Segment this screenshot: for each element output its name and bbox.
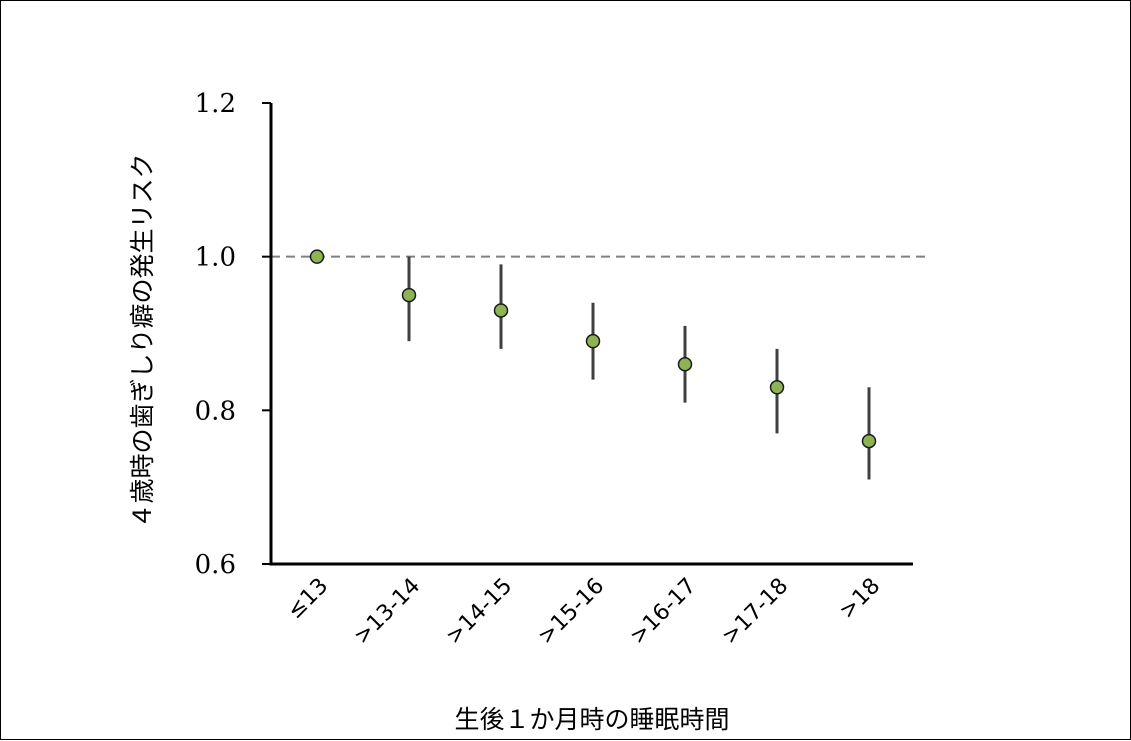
data-point — [861, 433, 877, 449]
axes — [262, 102, 913, 566]
x-tick-label: >18 — [835, 574, 886, 625]
data-point — [677, 356, 693, 372]
x-tick-label: >17-18 — [717, 574, 793, 650]
x-tick-label: >14-15 — [441, 574, 517, 650]
data-point — [493, 303, 509, 318]
data-point — [769, 380, 785, 395]
x-tick-label: >13-14 — [349, 574, 425, 650]
x-axis-title: 生後１か月時の睡眠時間 — [454, 705, 729, 734]
x-tick-label: >15-16 — [533, 574, 609, 650]
data-points — [309, 249, 877, 449]
y-tick-label: 0.8 — [195, 396, 236, 426]
data-point — [401, 287, 417, 303]
y-tick-label: 1.0 — [195, 243, 236, 273]
error-bars — [407, 256, 871, 480]
y-tick-label: 0.6 — [195, 550, 236, 580]
y-tick-label: 1.2 — [195, 89, 236, 119]
data-point — [585, 333, 601, 349]
x-tick-label: >16-17 — [625, 574, 701, 650]
y-axis-title: ４歳時の歯ぎしり癖の発生リスク — [128, 153, 157, 528]
data-point — [309, 249, 325, 264]
x-tick-label: ≤13 — [283, 574, 334, 625]
